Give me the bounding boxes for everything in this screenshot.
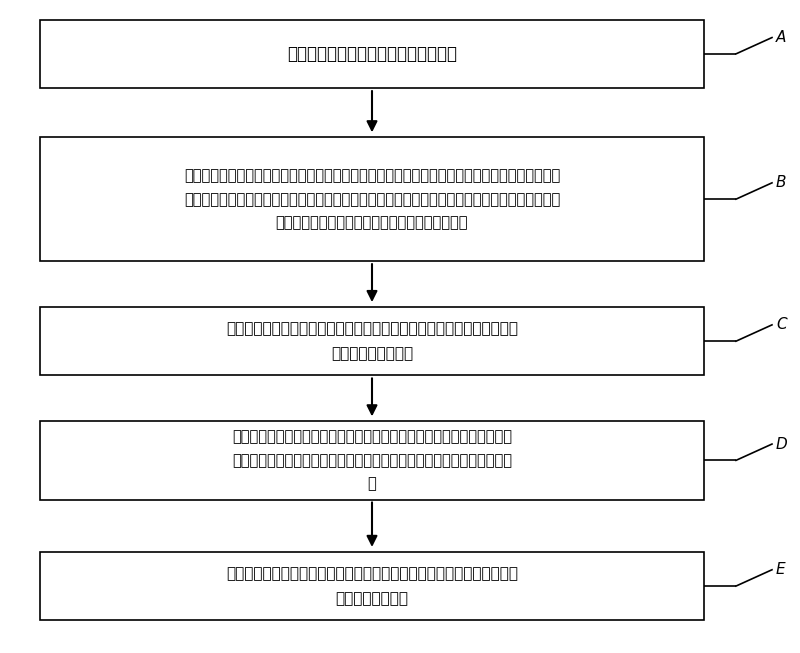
Text: 置，并清除跨时钟域寄存器的检查，输出处理后的时序反标文件至一仿真: 置，并清除跨时钟域寄存器的检查，输出处理后的时序反标文件至一仿真 (232, 453, 512, 468)
Text: 仿真器接收所述修改器发送的时序反标文件，将时序反标文件中的时序信: 仿真器接收所述修改器发送的时序反标文件，将时序反标文件中的时序信 (226, 566, 518, 581)
Bar (40, 20, 704, 88)
Text: 器: 器 (368, 476, 376, 491)
Text: C: C (776, 317, 786, 332)
Text: 位置输出至一修改器: 位置输出至一修改器 (331, 346, 413, 361)
Text: 所述修改器接收所述查找器发送的跨时钟域寄存器在时序反标文件中的位: 所述修改器接收所述查找器发送的跨时钟域寄存器在时序反标文件中的位 (232, 430, 512, 445)
Text: 域寄存器全部都能在时序反标文件中查找得到为止: 域寄存器全部都能在时序反标文件中查找得到为止 (276, 215, 468, 230)
Text: 列出设计中跨时钟域的寄存器层次路径: 列出设计中跨时钟域的寄存器层次路径 (287, 45, 457, 63)
Bar (40, 552, 704, 620)
Text: 息反标回网表仿真: 息反标回网表仿真 (335, 591, 409, 606)
Text: 在时序反标文件中查找所述跨时钟域寄存器，若查找不到，则对照网表修正所述跨时钟域寄存器层: 在时序反标文件中查找所述跨时钟域寄存器，若查找不到，则对照网表修正所述跨时钟域寄… (184, 168, 560, 183)
Bar (40, 137, 704, 261)
Text: A: A (776, 30, 786, 45)
Text: 次路径列表中对应的跨时钟域寄存器的层次路径，直到跨时钟域寄存器的层次路径列表中的跨时钟: 次路径列表中对应的跨时钟域寄存器的层次路径，直到跨时钟域寄存器的层次路径列表中的… (184, 192, 560, 206)
Text: E: E (776, 562, 786, 577)
Bar (40, 307, 704, 375)
Text: B: B (776, 176, 786, 190)
Bar (40, 421, 704, 500)
Text: 在时序反标文件中查找跨时钟域寄存器的位置，并把该跨时钟域寄存器的: 在时序反标文件中查找跨时钟域寄存器的位置，并把该跨时钟域寄存器的 (226, 321, 518, 336)
Text: D: D (776, 437, 788, 451)
